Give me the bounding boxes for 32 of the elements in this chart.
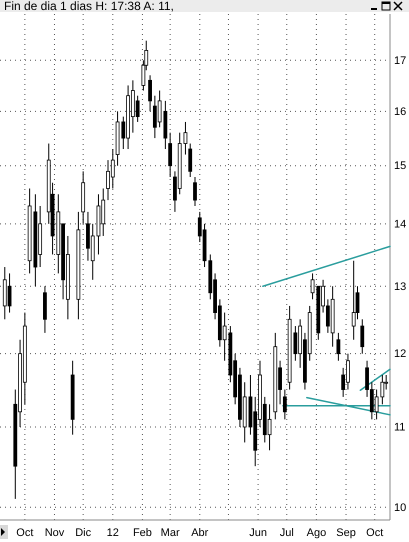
x-tick-label: Sep: [336, 526, 356, 539]
x-tick-label: Ago: [306, 526, 326, 539]
y-tick-label: 14: [394, 218, 406, 230]
candlestick: [148, 74, 152, 112]
y-tick-label: 13: [394, 280, 406, 293]
x-tick-label: Abr: [191, 526, 209, 539]
candlestick: [336, 332, 340, 362]
candlestick: [168, 132, 172, 178]
candlestick: [380, 374, 384, 405]
x-tick-label: Dic: [75, 526, 92, 539]
chart-title: Fin de dia 1 dias H: 17:38 A: 11,: [4, 0, 174, 13]
x-tick-label: Jun: [249, 526, 267, 539]
x-tick-label: Nov: [44, 526, 65, 539]
candlestick: [193, 176, 197, 206]
x-tick-label: Oct: [366, 526, 384, 539]
y-tick-label: 15: [394, 160, 406, 172]
y-tick-label: 12: [394, 348, 406, 360]
y-tick-label: 10: [394, 502, 406, 514]
x-tick-label: Mar: [160, 526, 180, 539]
candlestick: [188, 143, 192, 178]
candlestick: [352, 260, 356, 340]
x-tick-label: Jul: [280, 526, 294, 539]
candlestick: [360, 318, 364, 354]
x-tick-label: 12: [106, 526, 119, 539]
x-tick-label: Oct: [16, 526, 34, 539]
y-tick-label: 16: [394, 106, 406, 118]
x-tick-label: Feb: [132, 526, 152, 539]
candlestick: [282, 389, 287, 420]
candlestick: [184, 121, 188, 156]
candlestick: [310, 272, 314, 300]
y-tick-label: 17: [394, 54, 406, 67]
y-tick-label: 11: [394, 422, 406, 434]
